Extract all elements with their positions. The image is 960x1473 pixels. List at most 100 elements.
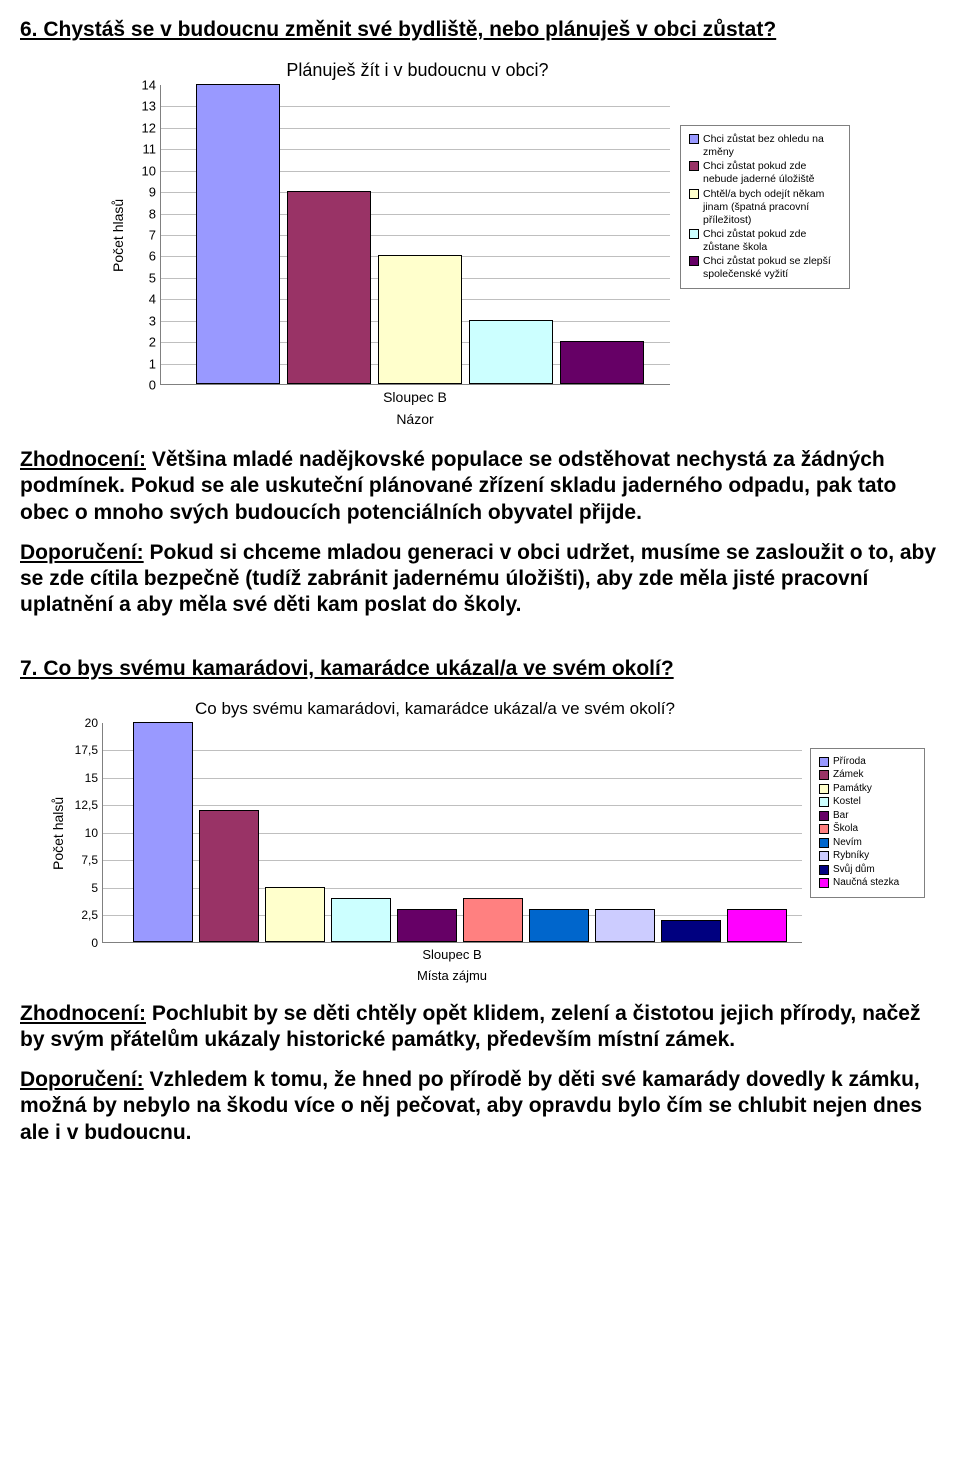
legend-swatch [819, 865, 829, 875]
legend-label: Nevím [833, 837, 862, 850]
q6-dopor-label: Doporučení: [20, 541, 144, 564]
ytick-label: 6 [149, 249, 156, 264]
chart-bar [595, 909, 655, 942]
q7-zhodnoceni: Zhodnocení: Pochlubit by se děti chtěly … [20, 1001, 940, 1054]
q6-dopor-text: Pokud si chceme mladou generaci v obci u… [20, 541, 936, 617]
q7-heading: 7. Co bys svému kamarádovi, kamarádce uk… [20, 657, 940, 681]
ytick-label: 5 [149, 270, 156, 285]
q6-chart-title: Plánuješ žít i v budoucnu v obci? [110, 60, 900, 81]
ytick-label: 14 [142, 78, 156, 93]
chart-bar [331, 898, 391, 942]
ytick-label: 20 [85, 716, 98, 730]
q7-xcat: Sloupec B [102, 947, 802, 962]
q7-dopor-label: Doporučení: [20, 1068, 144, 1091]
ytick-label: 7 [149, 228, 156, 243]
ytick-label: 2,5 [81, 908, 98, 922]
legend-swatch [819, 878, 829, 888]
ytick-label: 0 [91, 936, 98, 950]
legend-label: Svůj dům [833, 864, 875, 877]
ytick-label: 2 [149, 335, 156, 350]
ytick-label: 15 [85, 771, 98, 785]
q7-zhodn-text: Pochlubit by se děti chtěly opět klidem,… [20, 1002, 920, 1051]
legend-label: Naučná stezka [833, 877, 899, 890]
legend-swatch [819, 757, 829, 767]
q6-ytick-labels: 01234567891011121314 [134, 85, 160, 385]
q6-heading: 6. Chystáš se v budoucnu změnit své bydl… [20, 18, 940, 42]
chart-bar [529, 909, 589, 942]
q7-ytick-labels: 02,557,51012,51517,520 [72, 723, 102, 943]
legend-swatch [819, 770, 829, 780]
legend-item: Bar [819, 810, 916, 823]
legend-swatch [689, 189, 699, 199]
legend-label: Škola [833, 823, 858, 836]
legend-label: Rybníky [833, 850, 869, 863]
legend-label: Kostel [833, 796, 861, 809]
legend-item: Naučná stezka [819, 877, 916, 890]
q6-xlabel: Názor [160, 411, 670, 427]
legend-swatch [819, 784, 829, 794]
ytick-label: 17,5 [75, 743, 98, 757]
legend-label: Památky [833, 783, 872, 796]
ytick-label: 12 [142, 120, 156, 135]
legend-swatch [819, 851, 829, 861]
legend-item: Kostel [819, 796, 916, 809]
legend-item: Památky [819, 783, 916, 796]
legend-item: Chci zůstat pokud zde zůstane škola [689, 228, 841, 254]
chart-bar [378, 255, 462, 384]
q6-zhodn-label: Zhodnocení: [20, 448, 146, 471]
q6-zhodn-text: Většina mladé nadějkovské populace se od… [20, 448, 896, 524]
legend-item: Zámek [819, 769, 916, 782]
q7-xlabel: Místa zájmu [102, 968, 802, 983]
legend-item: Rybníky [819, 850, 916, 863]
q7-zhodn-label: Zhodnocení: [20, 1002, 146, 1025]
q6-plot-area [160, 85, 670, 385]
legend-label: Zámek [833, 769, 864, 782]
ytick-label: 8 [149, 206, 156, 221]
ytick-label: 5 [91, 881, 98, 895]
q6-chart: Plánuješ žít i v budoucnu v obci? Počet … [110, 60, 900, 427]
chart-bar [265, 887, 325, 942]
legend-swatch [819, 811, 829, 821]
legend-label: Chtěl/a bych odejít někam jinam (špatná … [703, 188, 841, 227]
q7-dopor-text: Vzhledem k tomu, že hned po přírodě by d… [20, 1068, 922, 1144]
ytick-label: 12,5 [75, 798, 98, 812]
legend-item: Chci zůstat pokud se zlepší společenské … [689, 255, 841, 281]
chart-bar [287, 191, 371, 384]
chart-bar [661, 920, 721, 942]
ytick-label: 4 [149, 292, 156, 307]
q6-legend: Chci zůstat bez ohledu na změnyChci zůst… [680, 125, 850, 289]
legend-label: Příroda [833, 756, 866, 769]
q7-plot-area [102, 723, 802, 943]
legend-swatch [819, 824, 829, 834]
q7-doporuceni: Doporučení: Vzhledem k tomu, že hned po … [20, 1067, 940, 1146]
legend-swatch [689, 229, 699, 239]
legend-item: Chtěl/a bych odejít někam jinam (špatná … [689, 188, 841, 227]
q7-chart: Co bys svému kamarádovi, kamarádce ukáza… [50, 699, 950, 983]
chart-bar [196, 84, 280, 384]
ytick-label: 10 [142, 163, 156, 178]
q6-ylabel: Počet hlasů [110, 85, 134, 385]
chart-bar [560, 341, 644, 384]
q7-chart-title: Co bys svému kamarádovi, kamarádce ukáza… [50, 699, 950, 719]
legend-label: Chci zůstat pokud se zlepší společenské … [703, 255, 841, 281]
chart-bar [199, 810, 259, 942]
legend-swatch [689, 134, 699, 144]
ytick-label: 1 [149, 356, 156, 371]
ytick-label: 13 [142, 99, 156, 114]
q7-ylabel: Počet halsů [50, 723, 72, 943]
legend-item: Chci zůstat pokud zde nebude jaderné úlo… [689, 160, 841, 186]
ytick-label: 7,5 [81, 853, 98, 867]
legend-label: Chci zůstat pokud zde nebude jaderné úlo… [703, 160, 841, 186]
q6-xcat: Sloupec B [160, 389, 670, 405]
legend-item: Nevím [819, 837, 916, 850]
chart-bar [463, 898, 523, 942]
legend-label: Bar [833, 810, 849, 823]
legend-item: Škola [819, 823, 916, 836]
ytick-label: 10 [85, 826, 98, 840]
legend-item: Svůj dům [819, 864, 916, 877]
ytick-label: 9 [149, 185, 156, 200]
legend-swatch [689, 256, 699, 266]
ytick-label: 3 [149, 313, 156, 328]
legend-swatch [689, 161, 699, 171]
chart-bar [469, 320, 553, 384]
